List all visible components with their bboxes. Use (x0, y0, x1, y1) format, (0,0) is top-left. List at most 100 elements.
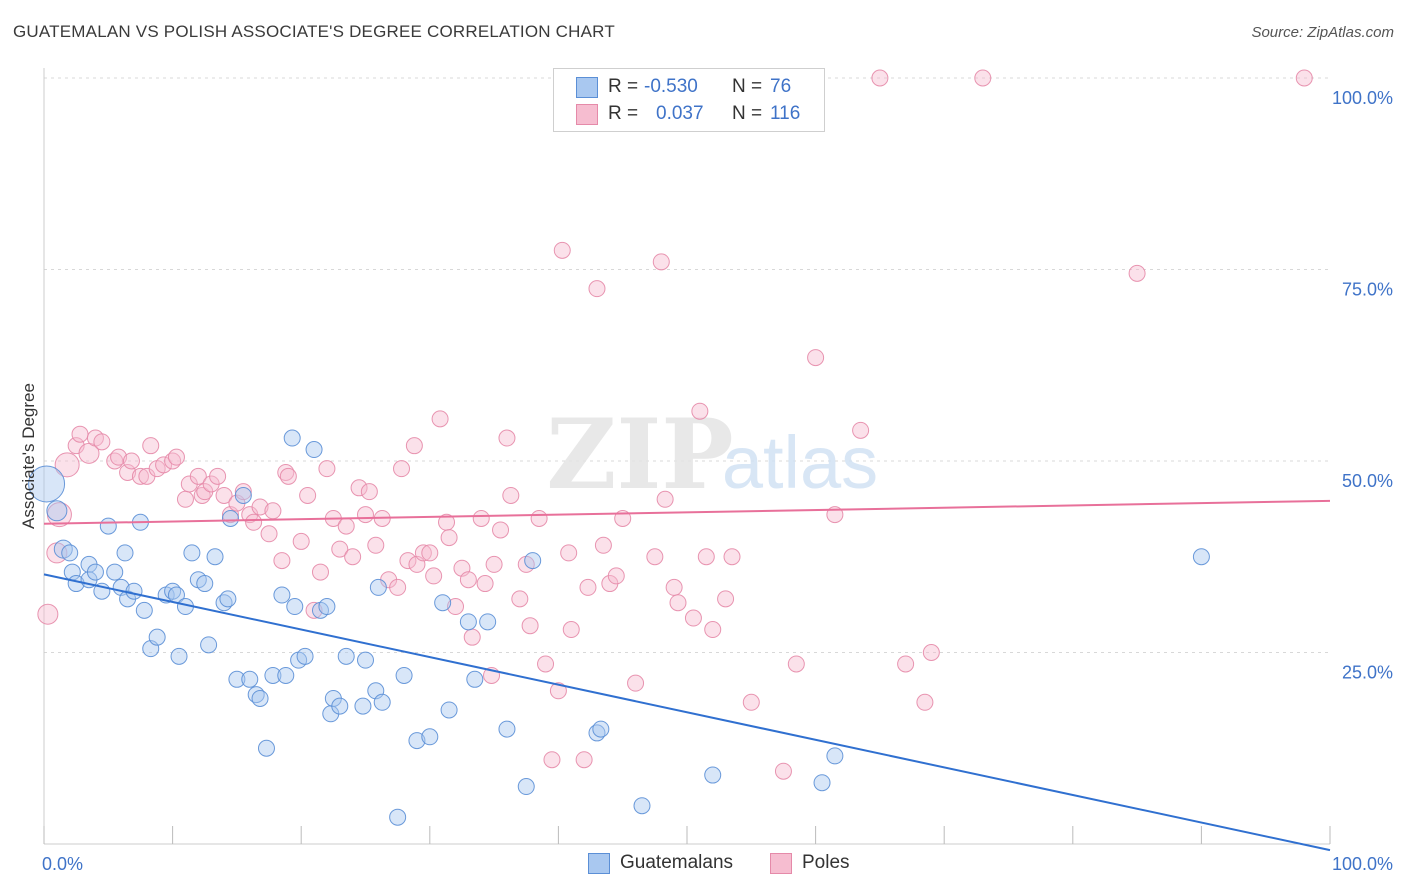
polish-point (431, 410, 449, 428)
guatemalan-point (421, 728, 439, 746)
polish-point (669, 594, 687, 612)
guatemalan-point (517, 778, 535, 796)
guatemalan-point (389, 808, 407, 826)
legend-n-label: N = (732, 76, 763, 97)
polish-point (215, 486, 233, 504)
polish-point (447, 598, 465, 616)
polish-point (807, 349, 825, 367)
bottom-legend-swatch-guatemalans (588, 853, 610, 874)
polish-point (119, 463, 137, 481)
polish-point (273, 552, 291, 570)
guatemalan-point (395, 666, 413, 684)
polish-point (537, 655, 555, 673)
polish-point (337, 517, 355, 535)
guatemalan-point (170, 647, 188, 665)
polish-point (251, 498, 269, 516)
guatemalan-point (369, 578, 387, 596)
guatemalan-point (466, 670, 484, 688)
guatemalan-point (434, 594, 452, 612)
guatemalan-point (219, 590, 237, 608)
guatemalan-point (116, 544, 134, 562)
x-tick-label: 100.0% (1332, 854, 1393, 874)
polish-point (350, 479, 368, 497)
polish-point (264, 502, 282, 520)
polish-point (234, 483, 252, 501)
guatemalan-point (1192, 548, 1210, 566)
polish-point (367, 536, 385, 554)
guatemalan-point (28, 465, 66, 503)
guatemalan-point (221, 509, 239, 527)
guatemalan-point (86, 563, 104, 581)
guatemalan-point (408, 732, 426, 750)
guatemalan-point (826, 747, 844, 765)
polish-point (279, 467, 297, 485)
polish-point (897, 655, 915, 673)
polish-point (393, 460, 411, 478)
polish-point (472, 509, 490, 527)
guatemalan-point (135, 601, 153, 619)
y-tick-label: 100.0% (1332, 88, 1393, 108)
polish-point (110, 448, 128, 466)
polish-point (425, 567, 443, 585)
polish-point (167, 448, 185, 466)
polish-point (389, 578, 407, 596)
polish-point (588, 280, 606, 298)
poles-trend-line (43, 499, 1331, 525)
polish-point (463, 628, 481, 646)
bottom-legend-label: Guatemalans (620, 852, 734, 873)
polish-point (318, 460, 336, 478)
y-tick-label: 25.0% (1342, 663, 1393, 683)
polish-point (405, 437, 423, 455)
polish-point (553, 241, 571, 259)
bottom-legend-label: Poles (802, 852, 850, 873)
polish-point (305, 601, 323, 619)
guatemalan-point (200, 636, 218, 654)
polish-point (260, 525, 278, 543)
polish-point (656, 490, 674, 508)
watermark-zip: ZIP (546, 398, 733, 511)
guatemalan-point (296, 647, 314, 665)
polish-point (1295, 69, 1313, 87)
guatemalan-point (257, 739, 275, 757)
guatemalan-point (183, 544, 201, 562)
poles-points (37, 69, 1313, 780)
correlation-legend: R = -0.530 N = 76 R = 0.037 N = 116 (553, 68, 825, 132)
guatemalan-point (46, 500, 68, 522)
polish-point (511, 590, 529, 608)
legend-n-label: N = (732, 103, 763, 124)
guatemalan-point (277, 666, 295, 684)
guatemalan-point (337, 647, 355, 665)
guatemalan-point (99, 517, 117, 535)
chart-title: GUATEMALAN VS POLISH ASSOCIATE'S DEGREE … (13, 22, 615, 41)
legend-n-value: 76 (770, 76, 792, 97)
source-credit: Source: ZipAtlas.com (1251, 24, 1394, 41)
polish-point (37, 603, 59, 625)
y-tick-label: 75.0% (1342, 280, 1393, 300)
guatemalan-point (234, 486, 252, 504)
polish-point (562, 621, 580, 639)
polish-point (122, 452, 140, 470)
guatemalan-point (704, 766, 722, 784)
polish-point (871, 69, 889, 87)
polish-point (575, 751, 593, 769)
polish-point (697, 548, 715, 566)
polish-point (131, 467, 149, 485)
x-tick-label: 0.0% (42, 854, 83, 874)
guatemalan-point (354, 697, 372, 715)
legend-swatch-guatemalans (576, 77, 598, 98)
watermark-atlas: atlas (722, 421, 878, 504)
guatemalan-point (357, 651, 374, 669)
legend-swatch-poles (576, 104, 598, 125)
tick-labels: 25.0% 50.0% 75.0% 100.0% 0.0% 100.0% (42, 88, 1393, 874)
polish-point (189, 467, 207, 485)
guatemalan-point (813, 774, 831, 792)
guatemalan-point (251, 689, 269, 707)
polish-point (176, 490, 194, 508)
polish-point (974, 69, 992, 87)
guatemalans-points (28, 429, 1210, 826)
guatemalan-point (498, 720, 516, 738)
polish-point (71, 425, 89, 443)
watermark: ZIP atlas (546, 398, 878, 511)
trend-lines (43, 499, 1331, 852)
guatemalan-point (592, 720, 610, 738)
